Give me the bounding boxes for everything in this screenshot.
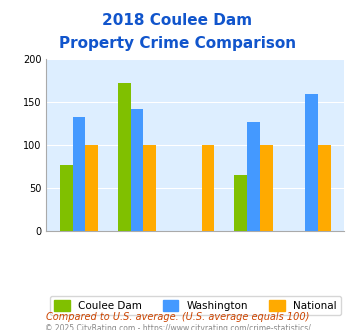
Bar	[143, 145, 156, 231]
Bar	[85, 145, 98, 231]
Bar	[318, 145, 331, 231]
Bar	[247, 122, 260, 231]
Text: Property Crime Comparison: Property Crime Comparison	[59, 36, 296, 51]
Bar	[202, 145, 214, 231]
Text: 2018 Coulee Dam: 2018 Coulee Dam	[103, 13, 252, 28]
Bar	[260, 145, 273, 231]
Bar	[234, 175, 247, 231]
Legend: Coulee Dam, Washington, National: Coulee Dam, Washington, National	[50, 296, 341, 315]
Text: Compared to U.S. average. (U.S. average equals 100): Compared to U.S. average. (U.S. average …	[46, 312, 309, 322]
Bar	[118, 82, 131, 231]
Bar	[131, 109, 143, 231]
Bar	[72, 117, 85, 231]
Text: © 2025 CityRating.com - https://www.cityrating.com/crime-statistics/: © 2025 CityRating.com - https://www.city…	[45, 324, 310, 330]
Bar	[60, 165, 72, 231]
Bar	[305, 94, 318, 231]
